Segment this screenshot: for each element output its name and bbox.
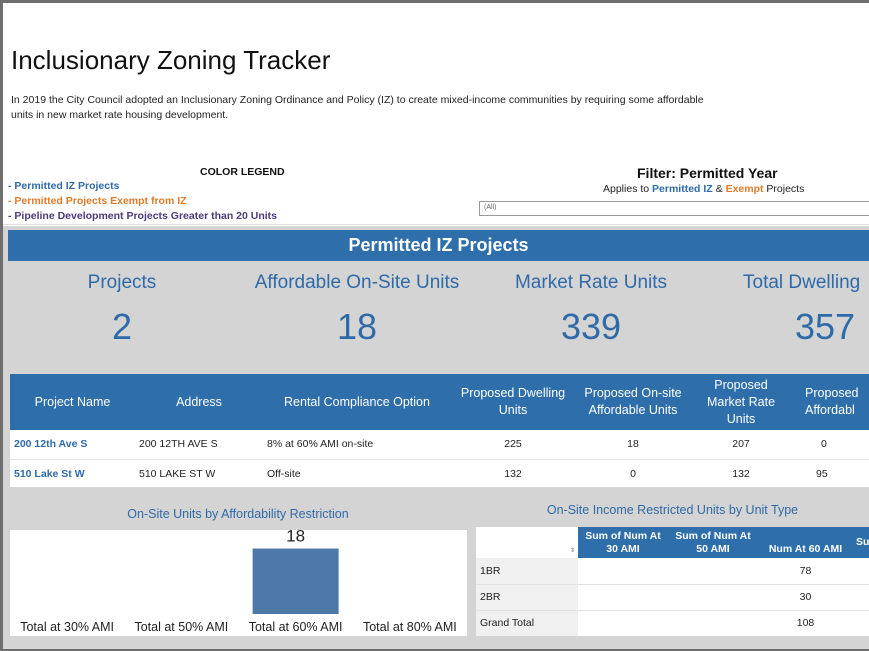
cell-project-name[interactable]: 510 Lake St W (10, 459, 135, 487)
page-title: Inclusionary Zoning Tracker (11, 45, 331, 75)
pivot-cell: 108 (758, 610, 853, 636)
column-header[interactable]: Proposed Dwelling Units (451, 374, 575, 430)
bar-data-label: 18 (286, 530, 305, 546)
column-header[interactable]: Address (135, 374, 263, 430)
category-label: Total at 80% AMI (363, 620, 457, 634)
legend-item-permitted: - Permitted IZ Projects (8, 180, 120, 192)
category-label: Total at 30% AMI (20, 620, 114, 634)
cell-address: 510 LAKE ST W (135, 459, 263, 487)
pivot-column-header[interactable]: Num At 60 AMI (758, 527, 853, 558)
kpi-label: Affordable On-Site Units (254, 272, 460, 293)
filter-title: Filter: Permitted Year (637, 165, 778, 181)
pivot-cell (853, 558, 869, 585)
kpi-label: Market Rate Units (514, 272, 668, 293)
pivot-column-header[interactable]: Sum of Num At 30 AMI (578, 527, 668, 558)
pivot-cell (853, 610, 869, 636)
pivot-title: On-Site Income Restricted Units by Unit … (546, 503, 799, 517)
column-header[interactable]: Proposed Market Rate Units (691, 374, 791, 430)
legend-item-exempt: - Permitted Projects Exempt from IZ (8, 195, 187, 207)
kpi-affordable-units: Affordable On-Site Units 18 (247, 272, 467, 348)
cell-market-units: 132 (691, 459, 791, 487)
pivot-row: 2BR 30 (476, 584, 869, 611)
table-header-row: Project Name Address Rental Compliance O… (10, 374, 869, 430)
category-label: Total at 60% AMI (249, 620, 343, 634)
filter-sub-exempt: Exempt (725, 183, 764, 195)
legend-title: COLOR LEGEND (200, 166, 285, 178)
pivot-cell (668, 610, 758, 636)
cell-offsite-affordable: 0 (791, 430, 869, 460)
bar-chart-panel: Total at 30% AMI Total at 50% AMI 18 Total … (10, 527, 467, 636)
category-label: Total at 50% AMI (134, 620, 228, 634)
permitted-year-filter[interactable]: (All) (479, 201, 869, 216)
pivot-table-container: ⇕ Sum of Num At 30 AMI Sum of Num At 50 … (476, 527, 869, 636)
column-header[interactable]: Proposed Affordabl (791, 374, 869, 430)
pivot-column-header[interactable]: Sum of Num At 50 AMI (668, 527, 758, 558)
cell-project-name[interactable]: 200 12th Ave S (10, 430, 135, 460)
kpi-label: Projects (87, 272, 157, 293)
table-row[interactable]: 200 12th Ave S 200 12TH AVE S 8% at 60% … (10, 430, 869, 460)
pivot-cell (578, 558, 668, 585)
cell-dwelling-units: 132 (451, 459, 575, 487)
sort-icon[interactable]: ⇕ (569, 548, 575, 554)
pivot-row-label: Grand Total (476, 610, 578, 636)
pivot-row: 1BR 78 (476, 558, 869, 585)
pivot-cell (578, 610, 668, 636)
window-frame-top (0, 0, 869, 3)
window-frame-bottom (0, 649, 869, 651)
cell-address: 200 12TH AVE S (135, 430, 263, 460)
cell-compliance: Off-site (263, 459, 451, 487)
pivot-column-header[interactable]: Su (853, 527, 869, 558)
bar[interactable] (252, 548, 339, 614)
cell-affordable-units: 0 (575, 459, 691, 487)
kpi-projects: Projects 2 (12, 272, 232, 348)
kpi-total-dwelling: Total Dwelling 357 (716, 272, 869, 348)
pivot-cell (853, 584, 869, 611)
window-frame-left (0, 0, 3, 651)
pivot-header-row: ⇕ Sum of Num At 30 AMI Sum of Num At 50 … (476, 527, 869, 558)
pivot-row-label: 2BR (476, 584, 578, 611)
intro-text: In 2019 the City Council adopted an Incl… (11, 94, 704, 121)
pivot-corner[interactable]: ⇕ (476, 527, 578, 558)
cell-dwelling-units: 225 (451, 430, 575, 460)
cell-affordable-units: 18 (575, 430, 691, 460)
kpi-value: 18 (336, 306, 378, 347)
kpi-label: Total Dwelling (743, 272, 861, 293)
filter-sub-suffix: Projects (763, 183, 805, 195)
pivot-row-label: 1BR (476, 558, 578, 585)
filter-sub-amp: & (712, 183, 726, 195)
pivot-cell (668, 558, 758, 585)
filter-sub-prefix: Applies to (603, 183, 653, 195)
pivot-cell: 30 (758, 584, 853, 611)
cell-offsite-affordable: 95 (791, 459, 869, 487)
section-banner: Permitted IZ Projects (8, 230, 869, 261)
cell-compliance: 8% at 60% AMI on-site (263, 430, 451, 460)
projects-table-container: Project Name Address Rental Compliance O… (10, 374, 869, 487)
column-header[interactable]: Rental Compliance Option (263, 374, 451, 430)
pivot-cell (668, 584, 758, 611)
bar-chart: Total at 30% AMI Total at 50% AMI 18 Total … (20, 527, 457, 634)
pivot-cell: 78 (758, 558, 853, 585)
kpi-value: 2 (111, 306, 133, 347)
legend-item-pipeline: - Pipeline Development Projects Greater … (8, 210, 277, 222)
cell-market-units: 207 (691, 430, 791, 460)
projects-table: Project Name Address Rental Compliance O… (10, 374, 869, 487)
filter-subtitle: Applies to Permitted IZ & Exempt Project… (603, 183, 804, 195)
kpi-value: 339 (560, 306, 622, 347)
pivot-table: ⇕ Sum of Num At 30 AMI Sum of Num At 50 … (476, 527, 869, 636)
kpi-market-rate-units: Market Rate Units 339 (481, 272, 701, 348)
column-header[interactable]: Proposed On-site Affordable Units (575, 374, 691, 430)
header-area: Inclusionary Zoning Tracker In 2019 the … (3, 3, 869, 225)
kpi-value: 357 (795, 306, 856, 347)
pivot-cell (578, 584, 668, 611)
column-header[interactable]: Project Name (10, 374, 135, 430)
bar-chart-title: On-Site Units by Affordability Restricti… (127, 507, 349, 521)
table-row[interactable]: 510 Lake St W 510 LAKE ST W Off-site 132… (10, 459, 869, 487)
pivot-row: Grand Total 108 (476, 610, 869, 636)
filter-sub-iz: Permitted IZ (652, 183, 713, 195)
